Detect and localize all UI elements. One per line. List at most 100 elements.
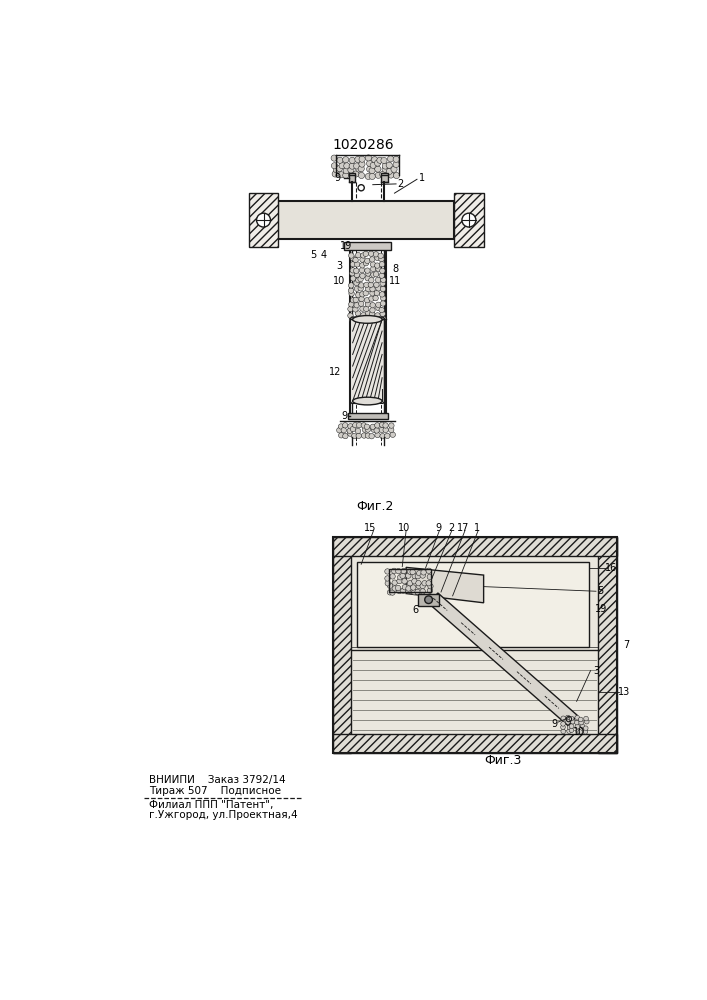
Circle shape	[389, 423, 394, 428]
Text: 13: 13	[618, 687, 630, 697]
Circle shape	[426, 581, 431, 586]
Circle shape	[462, 213, 476, 227]
Circle shape	[374, 428, 380, 433]
Circle shape	[360, 306, 366, 311]
Circle shape	[366, 302, 370, 307]
Circle shape	[381, 157, 387, 164]
Circle shape	[351, 262, 356, 267]
Circle shape	[370, 262, 375, 267]
Bar	[357, 562, 589, 647]
Circle shape	[356, 428, 361, 434]
Circle shape	[368, 251, 374, 256]
Circle shape	[370, 272, 376, 277]
Circle shape	[366, 433, 370, 438]
Circle shape	[370, 266, 376, 272]
Circle shape	[410, 569, 415, 575]
Circle shape	[422, 581, 427, 586]
Circle shape	[343, 157, 349, 163]
Circle shape	[366, 286, 371, 292]
Text: 8: 8	[392, 264, 398, 274]
Text: 10: 10	[333, 276, 346, 286]
Circle shape	[349, 157, 356, 163]
Circle shape	[392, 586, 397, 591]
Circle shape	[402, 585, 408, 590]
Circle shape	[337, 165, 343, 172]
Bar	[351, 556, 598, 734]
Circle shape	[349, 163, 356, 169]
Circle shape	[583, 726, 588, 731]
Circle shape	[571, 719, 575, 724]
Circle shape	[373, 295, 378, 301]
Circle shape	[337, 157, 343, 163]
Circle shape	[420, 573, 426, 578]
Circle shape	[392, 568, 397, 574]
Polygon shape	[406, 567, 484, 603]
Bar	[389, 569, 431, 592]
Bar	[279, 201, 454, 239]
Circle shape	[358, 283, 364, 288]
Circle shape	[360, 263, 365, 268]
Circle shape	[363, 251, 368, 257]
Circle shape	[356, 166, 362, 172]
Circle shape	[372, 157, 378, 163]
Circle shape	[392, 580, 397, 585]
Circle shape	[584, 716, 588, 721]
Circle shape	[338, 172, 344, 178]
Circle shape	[380, 295, 386, 301]
Text: 6: 6	[412, 605, 419, 615]
Circle shape	[407, 569, 413, 574]
Circle shape	[332, 171, 338, 177]
Circle shape	[569, 724, 574, 728]
Circle shape	[368, 318, 373, 323]
Circle shape	[332, 163, 337, 169]
Text: 19: 19	[595, 604, 607, 614]
Circle shape	[575, 715, 580, 720]
Circle shape	[382, 166, 388, 172]
Circle shape	[411, 585, 416, 590]
Circle shape	[360, 257, 366, 262]
Circle shape	[378, 253, 383, 258]
Text: 3: 3	[593, 666, 599, 676]
Circle shape	[397, 575, 403, 580]
Circle shape	[337, 428, 342, 433]
Circle shape	[375, 432, 380, 438]
Text: Филиал ППП "Патент",: Филиал ППП "Патент",	[149, 800, 273, 810]
Circle shape	[358, 286, 363, 291]
Circle shape	[390, 574, 395, 579]
Circle shape	[421, 570, 426, 575]
FancyBboxPatch shape	[351, 317, 385, 403]
Circle shape	[380, 311, 385, 317]
Circle shape	[393, 172, 399, 179]
Circle shape	[387, 583, 393, 588]
Text: 5: 5	[597, 586, 604, 596]
Circle shape	[356, 433, 361, 439]
Bar	[349, 173, 355, 182]
Circle shape	[407, 581, 413, 586]
Circle shape	[387, 590, 392, 595]
Circle shape	[348, 306, 354, 312]
Circle shape	[380, 292, 385, 297]
Circle shape	[359, 268, 365, 273]
Circle shape	[428, 584, 433, 589]
Text: 9: 9	[335, 173, 341, 183]
Circle shape	[370, 162, 376, 168]
Circle shape	[365, 427, 370, 432]
Circle shape	[374, 318, 379, 324]
Circle shape	[351, 433, 357, 439]
Circle shape	[353, 422, 358, 428]
Circle shape	[388, 427, 394, 433]
Circle shape	[406, 586, 411, 591]
Text: 2: 2	[448, 523, 454, 533]
Circle shape	[569, 716, 574, 721]
Circle shape	[375, 166, 381, 172]
Circle shape	[349, 283, 354, 288]
Circle shape	[566, 715, 570, 720]
Circle shape	[393, 156, 399, 162]
Circle shape	[416, 583, 421, 589]
Bar	[332, 537, 351, 753]
Circle shape	[390, 590, 395, 595]
Circle shape	[412, 573, 417, 579]
Text: 9: 9	[341, 411, 347, 421]
Circle shape	[361, 433, 367, 438]
Circle shape	[348, 424, 354, 429]
